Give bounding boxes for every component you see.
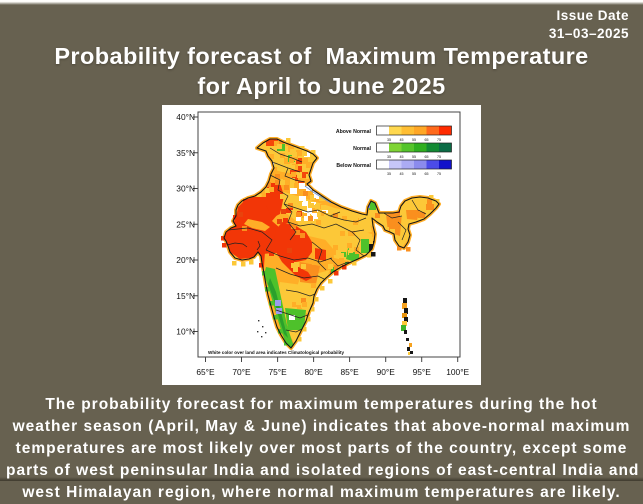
svg-text:15°N: 15°N	[176, 291, 195, 301]
svg-text:45: 45	[400, 138, 404, 142]
svg-text:Above Normal: Above Normal	[336, 129, 372, 135]
svg-text:45: 45	[400, 155, 404, 159]
svg-text:White color over land area ind: White color over land area indicates Cli…	[208, 350, 345, 355]
svg-text:90°E: 90°E	[377, 367, 396, 377]
svg-text:75°E: 75°E	[268, 367, 287, 377]
svg-text:65: 65	[425, 172, 429, 176]
svg-text:Below Normal: Below Normal	[336, 163, 371, 169]
svg-text:25°N: 25°N	[176, 219, 195, 229]
svg-text:45: 45	[400, 172, 404, 176]
svg-text:40°N: 40°N	[176, 112, 195, 122]
svg-text:65°E: 65°E	[196, 367, 215, 377]
svg-text:75: 75	[437, 172, 441, 176]
svg-text:95°E: 95°E	[413, 367, 432, 377]
svg-text:85°E: 85°E	[340, 367, 359, 377]
svg-text:20°N: 20°N	[176, 255, 195, 265]
svg-text:65: 65	[425, 138, 429, 142]
svg-text:75: 75	[437, 138, 441, 142]
svg-text:100°E: 100°E	[446, 367, 469, 377]
svg-text:55: 55	[412, 155, 416, 159]
svg-text:80°E: 80°E	[304, 367, 323, 377]
svg-text:Normal: Normal	[353, 146, 371, 152]
svg-text:55: 55	[412, 172, 416, 176]
svg-text:75: 75	[437, 155, 441, 159]
svg-text:30°N: 30°N	[176, 184, 195, 194]
svg-text:10°N: 10°N	[176, 327, 195, 337]
svg-text:35: 35	[387, 138, 391, 142]
svg-text:35°N: 35°N	[176, 148, 195, 158]
svg-text:35: 35	[387, 155, 391, 159]
svg-text:65: 65	[425, 155, 429, 159]
svg-text:35: 35	[387, 172, 391, 176]
svg-text:55: 55	[412, 138, 416, 142]
svg-text:70°E: 70°E	[232, 367, 251, 377]
